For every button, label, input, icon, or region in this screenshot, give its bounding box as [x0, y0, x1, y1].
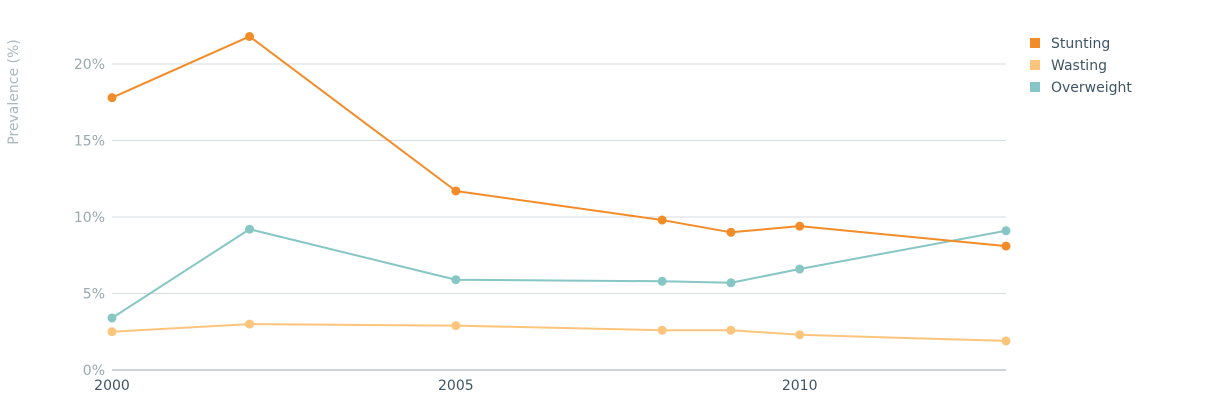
data-point-overweight[interactable]	[657, 276, 667, 286]
legend-label: Wasting	[1051, 58, 1107, 74]
legend-item-overweight[interactable]: Overweight	[1030, 80, 1132, 96]
grid	[112, 63, 1006, 371]
legend-item-wasting[interactable]: Wasting	[1030, 58, 1107, 74]
data-point-wasting[interactable]	[795, 330, 805, 340]
series-overweight	[107, 224, 1011, 323]
x-axis-ticks: 2000 2005 2010	[94, 378, 817, 394]
data-point-overweight[interactable]	[107, 313, 117, 323]
x-tick-label: 2005	[438, 378, 474, 394]
data-point-wasting[interactable]	[107, 327, 117, 337]
y-tick-label: 20%	[74, 57, 105, 73]
legend: Stunting Wasting Overweight	[1030, 36, 1132, 96]
legend-swatch	[1030, 60, 1040, 70]
y-axis-ticks: 0% 5% 10% 15% 20%	[74, 57, 105, 379]
data-point-overweight[interactable]	[795, 264, 805, 274]
data-point-stunting[interactable]	[107, 93, 117, 103]
legend-label: Overweight	[1051, 80, 1132, 96]
y-tick-label: 15%	[74, 134, 105, 150]
data-point-stunting[interactable]	[451, 186, 461, 196]
data-point-stunting[interactable]	[795, 221, 805, 231]
data-point-wasting[interactable]	[657, 325, 667, 335]
legend-swatch	[1030, 82, 1040, 92]
data-point-wasting[interactable]	[451, 321, 461, 331]
series-stunting	[107, 31, 1011, 251]
data-point-stunting[interactable]	[726, 227, 736, 237]
data-point-wasting[interactable]	[726, 325, 736, 335]
series-wasting	[107, 319, 1011, 346]
data-point-overweight[interactable]	[1001, 226, 1011, 236]
legend-label: Stunting	[1051, 36, 1110, 52]
data-point-stunting[interactable]	[245, 31, 255, 41]
legend-swatch	[1030, 38, 1040, 48]
series-lines	[107, 31, 1011, 346]
y-tick-label: 0%	[83, 363, 105, 379]
x-tick-label: 2010	[782, 378, 818, 394]
data-point-overweight[interactable]	[245, 224, 255, 234]
data-point-overweight[interactable]	[726, 278, 736, 288]
data-point-overweight[interactable]	[451, 275, 461, 285]
series-line-overweight	[111, 228, 1007, 319]
data-point-stunting[interactable]	[657, 215, 667, 225]
x-tick-label: 2000	[94, 378, 130, 394]
legend-item-stunting[interactable]: Stunting	[1030, 36, 1110, 52]
y-tick-label: 5%	[83, 287, 105, 303]
data-point-wasting[interactable]	[1001, 336, 1011, 346]
data-point-stunting[interactable]	[1001, 241, 1011, 251]
data-point-wasting[interactable]	[245, 319, 255, 329]
series-line-stunting	[111, 35, 1007, 248]
y-axis-label: Prevalence (%)	[6, 39, 22, 145]
y-tick-label: 10%	[74, 210, 105, 226]
